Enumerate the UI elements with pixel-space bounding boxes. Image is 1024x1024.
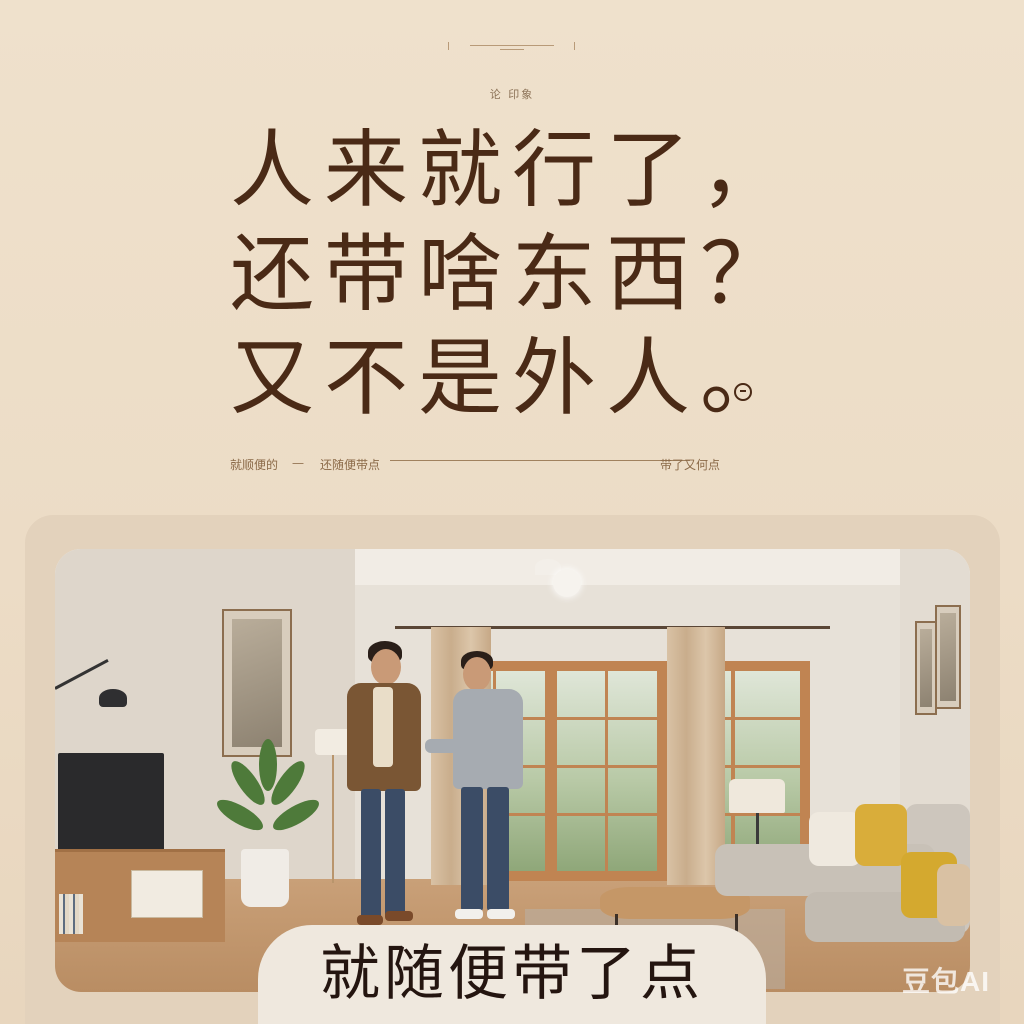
top-ornament [440, 42, 580, 52]
watermark: 豆包AI [902, 966, 991, 997]
caption-banner: 就随便带了点 [258, 925, 766, 1024]
curtain-right [667, 627, 725, 885]
wall-picture-tall [935, 605, 961, 709]
headline: 人来就行了， 还带啥东西？ 又不是外人。 [0, 118, 1024, 430]
television [58, 753, 164, 859]
strip-middle-text: 还随便带点 [320, 458, 381, 472]
floor-lamp [315, 729, 355, 889]
plant-pot [241, 849, 289, 907]
tv-cabinet [55, 849, 225, 942]
strip-rule [390, 460, 690, 461]
wall-picture-small [915, 621, 937, 715]
side-lamp [729, 779, 785, 879]
strip-dash: — [292, 456, 304, 470]
strip-right-text: 带了又何点 [660, 458, 721, 472]
coffee-table-leg [735, 914, 738, 944]
strip-left-text: 就顺便的 [230, 458, 279, 472]
top-small-text: 论 印象 [489, 88, 535, 101]
headline-line-2: 还带啥东西？ [229, 225, 794, 323]
sofa [715, 804, 970, 942]
ceiling-light-icon [535, 553, 585, 597]
sub-strip: 就顺便的 — 还随便带点 带了又何点 [230, 456, 790, 476]
curtain-rod [395, 626, 830, 629]
headline-line-1: 人来就行了， [229, 121, 794, 219]
end-mark-icon [734, 383, 752, 401]
potted-plant-leaves [212, 739, 324, 857]
wall-lamp-icon [99, 689, 127, 707]
headline-line-3: 又不是外人。 [229, 329, 794, 427]
wall-painting [222, 609, 292, 757]
person-host [343, 641, 423, 931]
caption-text: 就随便带了点 [320, 939, 704, 1009]
person-guest [425, 651, 525, 931]
